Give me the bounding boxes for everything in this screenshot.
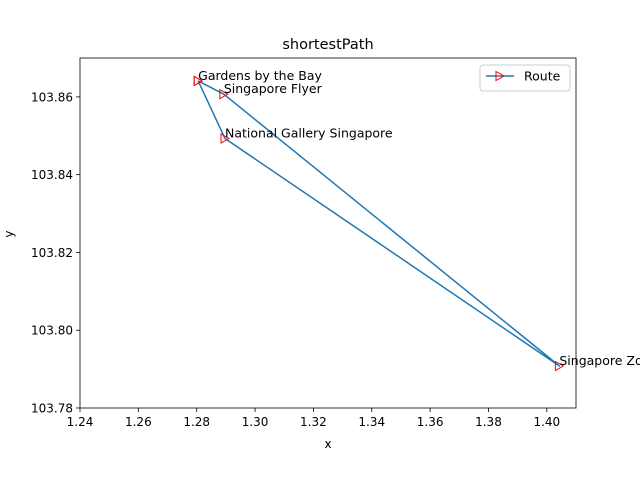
- point-label: Gardens by the Bay: [198, 68, 322, 83]
- y-tick-label: 103.86: [31, 90, 73, 104]
- legend: Route: [479, 64, 571, 92]
- y-tick-label: 103.78: [31, 402, 73, 416]
- point-label: Singapore Zoo: [559, 353, 640, 368]
- x-tick-label: 1.38: [475, 415, 502, 429]
- x-tick-label: 1.32: [300, 415, 327, 429]
- legend-label-route: Route: [524, 69, 561, 84]
- route-point-marker: [219, 88, 229, 100]
- legend-box: [479, 64, 571, 92]
- y-axis-label: y: [2, 230, 16, 237]
- point-label: National Gallery Singapore: [225, 126, 393, 141]
- x-tick-label: 1.40: [533, 415, 560, 429]
- route-point-marker: [220, 133, 231, 144]
- y-tick-label: 103.84: [31, 168, 73, 182]
- plot-area: 1.24 1.26 1.28 1.30 1.32 1.34 1.36 1.38 1.40 103.…: [31, 57, 640, 429]
- y-tick-label: 103.80: [31, 324, 73, 338]
- series-line-route: [197, 80, 561, 367]
- y-tick-label: 103.82: [31, 246, 73, 260]
- x-tick-label: 1.34: [358, 415, 385, 429]
- plot-content: [193, 75, 565, 372]
- legend-marker-sample: [495, 70, 506, 82]
- x-tick-label: 1.36: [417, 415, 444, 429]
- x-tick-label: 1.26: [125, 415, 152, 429]
- x-axis-label: x: [324, 437, 331, 451]
- chart-title: shortestPath: [282, 37, 373, 53]
- x-tick-label: 1.30: [242, 415, 269, 429]
- route-point-marker: [554, 360, 565, 372]
- x-tick-label: 1.28: [183, 415, 210, 429]
- plot-frame: [79, 57, 577, 409]
- x-tick-label: 1.24: [67, 415, 94, 429]
- point-label: Singapore Flyer: [224, 81, 323, 96]
- route-point-marker: [193, 75, 204, 87]
